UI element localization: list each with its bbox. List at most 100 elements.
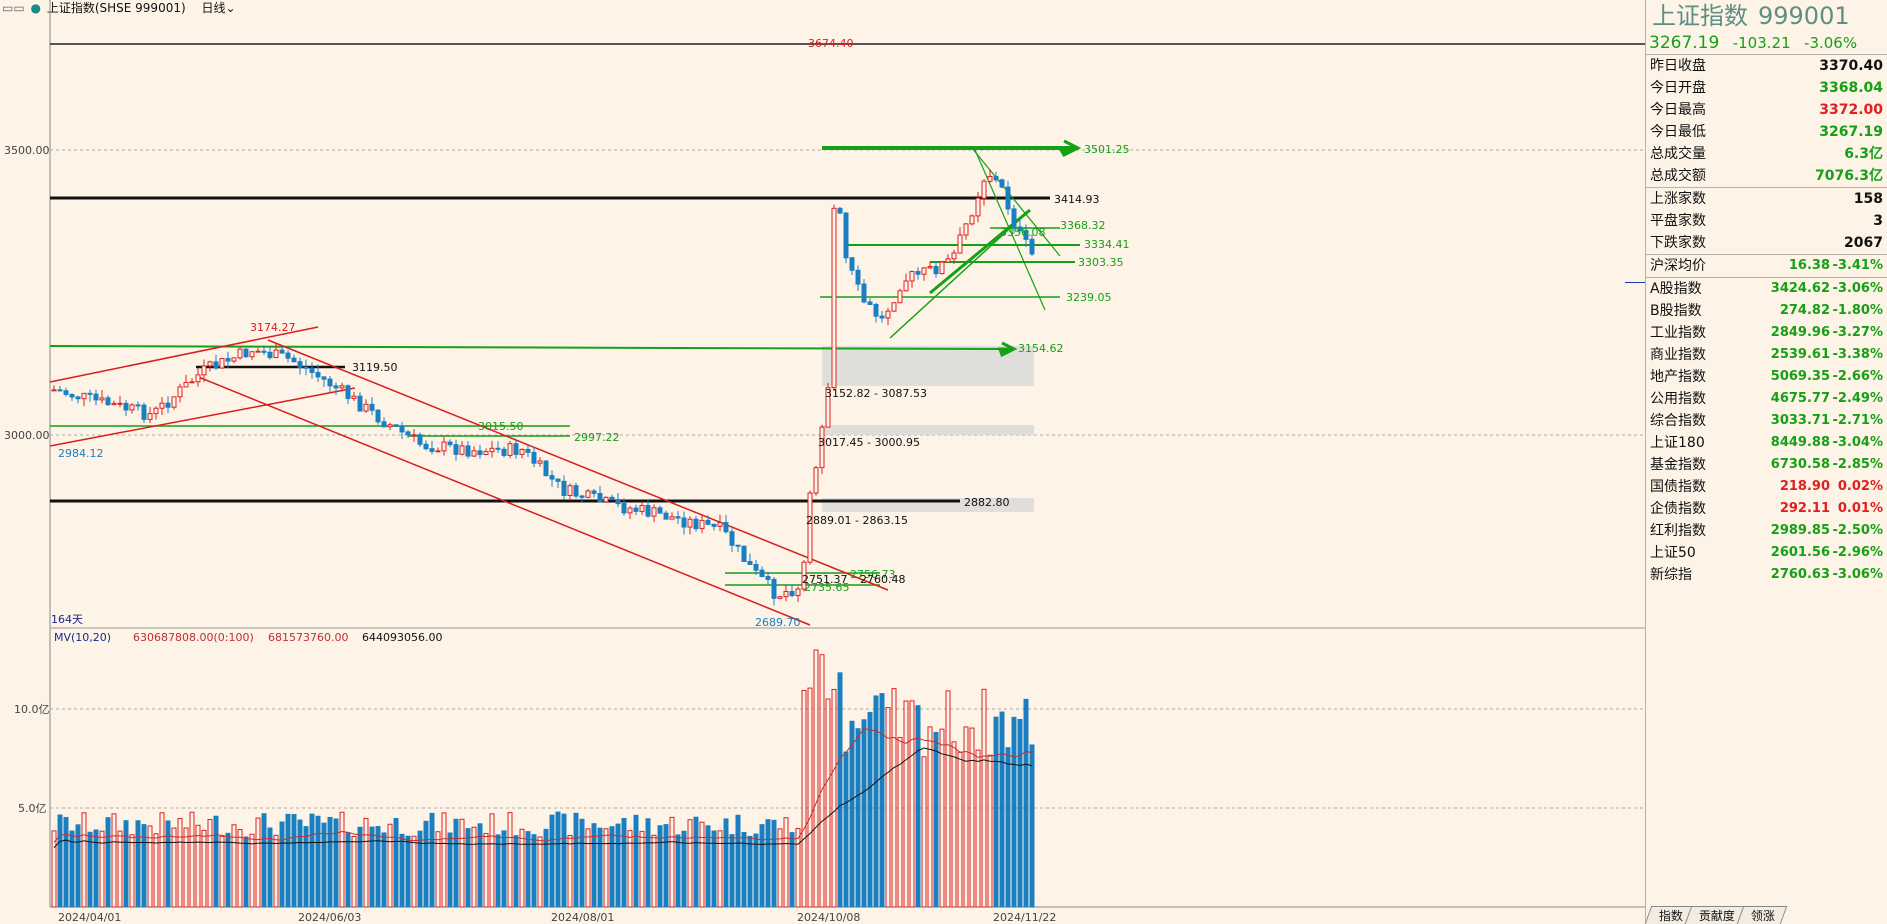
index-name: 上证50	[1650, 545, 1696, 561]
candle-body	[129, 404, 135, 411]
volume-bar	[981, 688, 987, 908]
volume-bar	[273, 834, 279, 908]
candle-body	[477, 450, 483, 456]
index-name: 基金指数	[1650, 457, 1706, 473]
volume-bar	[699, 821, 705, 908]
candle-body	[939, 261, 945, 275]
volume-bar	[429, 812, 435, 908]
volume-bar	[921, 756, 927, 908]
candle-body	[243, 348, 249, 358]
volume-bar	[765, 819, 771, 908]
candle-body	[987, 175, 993, 182]
volume-bar	[909, 700, 915, 908]
volume-bar	[723, 818, 729, 908]
volume-bar	[381, 832, 387, 908]
menu-icon[interactable]: ▭▭	[2, 1, 25, 15]
index-row[interactable]: 基金指数 6730.58 -2.85%	[1646, 454, 1887, 476]
index-row[interactable]: 新综指 2760.63 -3.06%	[1646, 564, 1887, 586]
candle-body	[633, 507, 639, 512]
price-label: 3119.50	[352, 361, 398, 374]
candle-body	[585, 490, 591, 498]
volume-bar	[375, 826, 381, 908]
candle-body	[93, 393, 99, 401]
volume-bar	[471, 826, 477, 908]
index-name: 红利指数	[1650, 523, 1706, 539]
volume-bar	[141, 824, 147, 908]
gap-label: 3152.82 - 3087.53	[825, 387, 927, 400]
volume-bar	[573, 812, 579, 908]
candle-body	[663, 512, 669, 520]
volume-bar	[261, 813, 267, 908]
index-change: -2.66%	[1832, 369, 1884, 384]
price-label: 3239.05	[1066, 291, 1112, 304]
index-row[interactable]: 工业指数 2849.96 -3.27%	[1646, 322, 1887, 344]
index-row[interactable]: 商业指数 2539.61 -3.38%	[1646, 344, 1887, 366]
index-row[interactable]: 公用指数 4675.77 -2.49%	[1646, 388, 1887, 410]
index-name: 上证180	[1650, 435, 1705, 451]
stat-value: 6.3亿	[1844, 146, 1883, 162]
index-row[interactable]: 综合指数 3033.71 -2.71%	[1646, 410, 1887, 432]
volume-bar	[519, 828, 525, 908]
candle-body	[675, 516, 681, 519]
candle-body	[339, 385, 345, 389]
candle-body	[231, 357, 237, 362]
ma-line	[53, 727, 1033, 843]
candle-body	[855, 269, 861, 285]
index-change: -1.80%	[1832, 303, 1884, 318]
price-label: 2735.65	[804, 581, 850, 594]
candle-body	[873, 303, 879, 317]
index-change: -3.06%	[1832, 567, 1884, 582]
volume-bar	[267, 827, 273, 908]
candle-body	[483, 451, 489, 456]
volume-bar	[567, 834, 573, 908]
candle-body	[651, 507, 657, 517]
index-row[interactable]: 红利指数 2989.85 -2.50%	[1646, 520, 1887, 542]
price-label: 2756.73	[850, 568, 896, 581]
candle-body	[999, 179, 1005, 188]
volume-bar	[171, 827, 177, 908]
volume-bar	[939, 728, 945, 908]
volume-bar	[411, 835, 417, 908]
candlestick-chart[interactable]: 3500.00 3000.00 10.0亿 5.0亿 2024/04/01 20…	[0, 0, 1645, 924]
volume-bar	[279, 821, 285, 908]
index-row[interactable]: B股指数 274.82 -1.80%	[1646, 300, 1887, 322]
index-row[interactable]: 企债指数 292.11 0.01%	[1646, 498, 1887, 520]
stat-label: 今日最高	[1650, 102, 1706, 118]
period-selector[interactable]: 日线⌄	[201, 1, 236, 15]
candle-body	[741, 545, 747, 562]
volume-bar	[855, 728, 861, 908]
volume-bar	[297, 819, 303, 908]
stat-value: 3372.00	[1819, 102, 1883, 118]
candle-body	[567, 485, 573, 496]
tab-2[interactable]: 领涨	[1736, 906, 1788, 924]
index-row[interactable]: 上证180 8449.88 -3.04%	[1646, 432, 1887, 454]
volume-bar	[525, 831, 531, 908]
index-row[interactable]: A股指数 3424.62 -3.06%	[1646, 278, 1887, 300]
candle-body	[627, 507, 633, 514]
volume-bar	[585, 828, 591, 908]
candle-body	[261, 350, 267, 353]
index-row[interactable]: 国债指数 218.90 0.02%	[1646, 476, 1887, 498]
index-row[interactable]: 地产指数 5069.35 -2.66%	[1646, 366, 1887, 388]
volume-bar	[1023, 698, 1029, 908]
candle-body	[573, 485, 579, 497]
stat-label: 上涨家数	[1650, 191, 1706, 207]
candle-body	[765, 576, 771, 580]
candle-body	[429, 448, 435, 452]
candle-body	[321, 376, 327, 380]
candle-body	[87, 392, 93, 395]
candle-body	[705, 519, 711, 525]
index-row[interactable]: 上证50 2601.56 -2.96%	[1646, 542, 1887, 564]
candle-body	[411, 434, 417, 437]
candle-body	[291, 357, 297, 363]
date-label: 2024/11/22	[993, 911, 1056, 924]
volume-bar	[987, 754, 993, 908]
candle-body	[171, 396, 177, 408]
volume-bar	[183, 827, 189, 908]
candle-body	[375, 409, 381, 423]
volume-bar	[207, 819, 213, 908]
candle-body	[459, 445, 465, 455]
volume-bar	[57, 814, 63, 908]
candle-body	[345, 385, 351, 399]
volume-bar	[189, 811, 195, 908]
